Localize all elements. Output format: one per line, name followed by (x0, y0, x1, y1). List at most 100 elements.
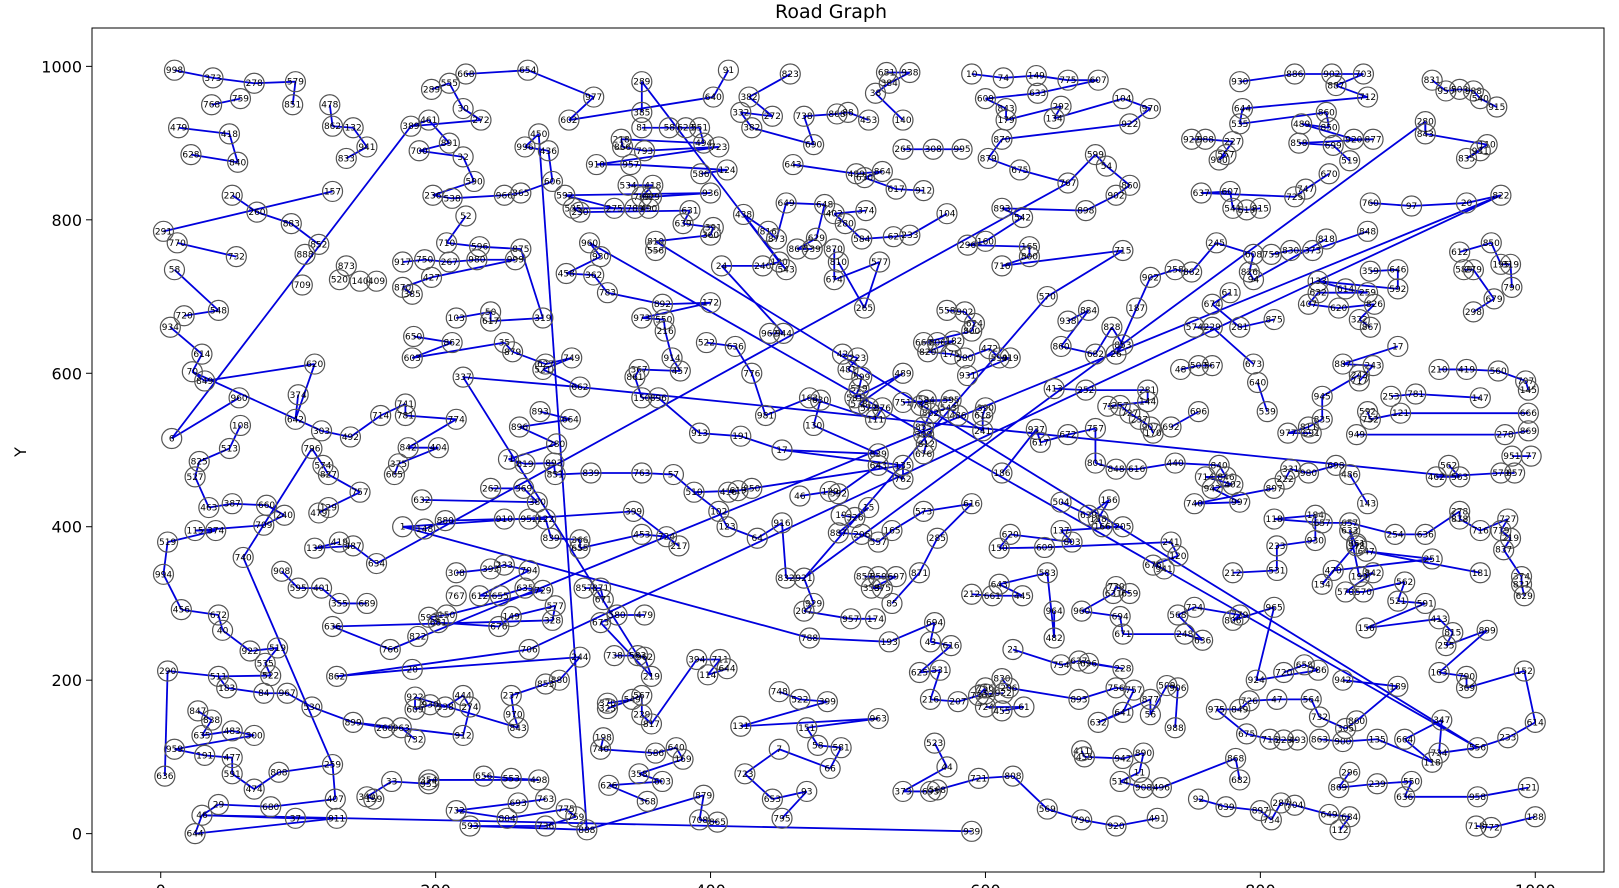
node-700 (408, 140, 430, 162)
node-292 (1050, 95, 1072, 117)
node-label-861b: 861 (1348, 540, 1365, 550)
node-995 (951, 138, 973, 160)
node-label-897: 897 (1266, 484, 1283, 494)
node-label-240: 240 (276, 511, 293, 521)
node-label-583: 583 (629, 652, 646, 662)
node-label-278c: 278 (1496, 431, 1513, 441)
node-867b (1359, 316, 1381, 338)
node-556 (1466, 737, 1489, 759)
node-label-92: 92 (1193, 795, 1204, 805)
node-973 (631, 307, 653, 329)
node-48 (1170, 358, 1192, 381)
node-label-243b: 243 (1351, 371, 1368, 381)
node-label-159: 159 (365, 795, 382, 805)
node-label-308: 308 (448, 569, 465, 579)
edge-837-374d (1502, 549, 1523, 578)
node-222 (1274, 468, 1296, 490)
node-label-759b: 759 (567, 813, 584, 823)
node-614b (1524, 711, 1546, 733)
node-label-835: 835 (1458, 154, 1475, 164)
node-721 (967, 767, 990, 789)
edge-496-868b (1161, 757, 1236, 789)
edge-763-57 (641, 472, 674, 476)
node-label-876: 876 (874, 404, 891, 414)
node-619 (727, 480, 749, 502)
node-861 (624, 366, 646, 388)
node-label-33: 33 (386, 777, 397, 787)
y-tick-label-1000: 1000 (41, 57, 82, 76)
node-924 (1245, 669, 1267, 691)
edge-835b-811 (1308, 418, 1323, 428)
node-393 (480, 558, 502, 580)
node-label-633b: 633 (1341, 527, 1358, 537)
node-150 (436, 604, 458, 626)
node-287 (1270, 792, 1292, 814)
node-label-724c: 724 (977, 703, 994, 713)
edge-740c-897 (1194, 487, 1275, 505)
node-label-620: 620 (306, 360, 323, 370)
node-label-592b: 592 (830, 490, 847, 500)
node-label-631: 631 (681, 207, 698, 217)
edge-879b-708 (698, 795, 705, 820)
edge-850c-195 (1490, 242, 1502, 265)
edge-265b-810b (837, 261, 866, 309)
node-922e (1181, 128, 1203, 150)
node-label-738b: 738 (795, 112, 812, 122)
node-label-368: 368 (639, 797, 656, 807)
node-label-574b: 574 (1186, 323, 1203, 333)
node-481 (837, 358, 859, 381)
node-646 (1387, 259, 1409, 281)
node-label-374: 374 (290, 391, 307, 401)
node-label-902b: 902 (956, 308, 973, 318)
node-542 (1011, 206, 1034, 229)
node-label-268: 268 (376, 724, 393, 734)
node-label-707: 707 (1517, 377, 1534, 387)
node-770 (166, 232, 188, 254)
edge-674b-281 (1211, 303, 1241, 328)
node-label-631b: 631 (1105, 589, 1122, 599)
node-568b (1167, 604, 1189, 626)
node-label-754: 754 (1052, 661, 1069, 671)
node-156b (1355, 617, 1377, 639)
edge-374b-519 (167, 529, 216, 543)
node-label-56: 56 (1145, 711, 1157, 721)
node-label-614b: 614 (1527, 718, 1544, 728)
node-749 (561, 347, 583, 369)
node-272b (761, 105, 784, 127)
node-577b (869, 251, 891, 273)
node-label-650: 650 (405, 332, 422, 342)
edge-129-479b (318, 506, 329, 514)
node-32 (452, 146, 474, 168)
node-627 (534, 353, 557, 375)
edge-938-384 (888, 71, 911, 85)
node-label-995: 995 (953, 145, 970, 155)
node-label-910b: 910 (588, 161, 605, 171)
node-label-693b: 693 (922, 787, 939, 797)
node-label-252: 252 (1077, 386, 1094, 396)
node-label-592: 592 (556, 191, 573, 201)
edge-577-328 (551, 605, 557, 621)
node-label-629b: 629 (1516, 592, 1533, 602)
node-636 (154, 765, 176, 787)
node-label-1: 1 (400, 523, 406, 533)
node-label-500: 500 (1190, 362, 1207, 372)
node-210 (1428, 358, 1450, 381)
edge-724b-568b (1177, 606, 1195, 616)
node-368 (636, 790, 658, 813)
edge-374c-402 (834, 209, 866, 215)
edge-930-538b (430, 703, 446, 708)
node-label-121b: 121 (1392, 409, 1409, 419)
node-label-205: 205 (1114, 523, 1131, 533)
node-120b (1167, 545, 1189, 567)
edge-365-606 (520, 180, 553, 194)
node-631 (679, 200, 701, 222)
node-label-922c: 922 (995, 689, 1012, 699)
node-label-543: 543 (778, 266, 795, 276)
node-label-980: 980 (468, 256, 485, 266)
node-label-326: 326 (846, 514, 863, 524)
node-281 (1229, 316, 1251, 338)
node-902c (1139, 266, 1162, 288)
edge-556-960b (589, 242, 1478, 749)
node-label-999: 999 (507, 256, 524, 266)
